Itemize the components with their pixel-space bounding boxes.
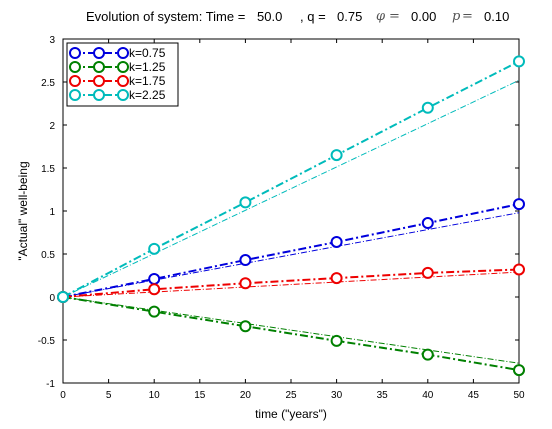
x-tick-label: 0: [60, 390, 66, 401]
x-tick-label: 50: [513, 390, 525, 401]
data-point-k-2-25: [57, 291, 69, 303]
data-point-k-1-25: [330, 334, 343, 347]
title-prefix: Evolution of system: Time =: [86, 9, 246, 24]
x-tick-label: 15: [194, 390, 206, 401]
time-value: 50.0: [257, 9, 283, 24]
p-equals: =: [462, 9, 473, 24]
p-symbol: p: [452, 9, 461, 24]
data-point-k-1-75: [421, 266, 434, 279]
data-point-k-2-25: [239, 196, 252, 209]
p-value: 0.10: [484, 9, 510, 24]
legend-marker-k-1-25: [69, 61, 81, 73]
y-tick-label: 0.5: [41, 250, 55, 261]
y-axis-label: "Actual" well-being: [16, 161, 30, 260]
legend-marker-k-1-25: [117, 61, 129, 73]
x-tick-label: 40: [422, 390, 434, 401]
data-point-k-1-25: [421, 348, 434, 361]
q-label: , q =: [300, 9, 326, 24]
x-tick-label: 35: [377, 390, 389, 401]
series-line-k-1-75: [62, 268, 520, 298]
y-tick-label: 1.5: [41, 164, 55, 175]
q-value: 0.75: [337, 9, 363, 24]
legend-marker-k-1-75: [69, 75, 81, 87]
y-tick-label: 2.5: [41, 78, 55, 89]
phi-equals: =: [389, 9, 400, 24]
data-point-k-1-25: [148, 305, 161, 318]
legend-marker-k-2-25: [93, 89, 105, 101]
legend-label-k-1-25: k=1.25: [129, 60, 166, 74]
y-tick-label: -1: [46, 379, 55, 390]
axes: 0 5 10 15 20 25 30 35 40 45 50 -1 -0.5 0 0.5 1 1.5 2 2.5 3: [38, 35, 525, 401]
data-point-k-2-25: [513, 55, 525, 68]
y-tick-label: 3: [49, 35, 55, 46]
trend-line-k-2-25: [62, 79, 520, 298]
chart-title: Evolution of system: Time = 50.0 , q = 0…: [0, 9, 552, 29]
trend-line-k-1-75: [62, 271, 520, 298]
y-tick-label: -0.5: [38, 336, 56, 347]
series-line-k-2-25: [62, 60, 520, 298]
data-point-k-0-75: [330, 235, 343, 248]
legend-marker-k-0-75: [93, 47, 105, 59]
legend-marker-k-2-25: [69, 89, 81, 101]
data-point-k-0-75: [513, 198, 525, 211]
legend-label-k-1-75: k=1.75: [129, 74, 166, 88]
x-tick-label: 30: [331, 390, 343, 401]
data-point-k-1-75: [239, 277, 252, 290]
legend-marker-k-0-75: [117, 47, 129, 59]
legend-marker-k-0-75: [69, 47, 81, 59]
y-tick-label: 2: [49, 121, 55, 132]
trend-lines: [62, 79, 520, 364]
legend-label-k-0-75: k=0.75: [129, 46, 166, 60]
data-point-k-1-25: [513, 364, 525, 377]
data-point-k-2-25: [421, 101, 434, 114]
x-tick-label: 10: [149, 390, 161, 401]
x-axis-label: time ("years"): [255, 407, 327, 421]
data-point-k-2-25: [330, 149, 343, 162]
data-point-k-1-25: [239, 320, 252, 333]
x-tick-label: 5: [106, 390, 112, 401]
legend-marker-k-1-75: [93, 75, 105, 87]
y-tick-label: 0: [49, 293, 55, 304]
data-point-k-0-75: [239, 254, 252, 267]
data-point-k-0-75: [421, 217, 434, 230]
legend-marker-k-1-75: [117, 75, 129, 87]
data-point-k-2-25: [148, 242, 161, 255]
x-tick-label: 20: [240, 390, 252, 401]
series-lines: [57, 55, 525, 377]
data-point-k-1-75: [330, 272, 343, 285]
data-point-k-1-75: [148, 283, 161, 296]
legend-marker-k-1-25: [93, 61, 105, 73]
legend: k=0.75k=1.25k=1.75k=2.25: [66, 42, 179, 107]
x-tick-label: 25: [285, 390, 297, 401]
data-point-k-1-75: [513, 263, 525, 276]
y-tick-label: 1: [49, 207, 55, 218]
phi-value: 0.00: [411, 9, 437, 24]
x-tick-label: 45: [468, 390, 480, 401]
legend-label-k-2-25: k=2.25: [129, 88, 166, 102]
series-line-k-1-25: [62, 296, 520, 372]
trend-line-k-1-25: [62, 296, 520, 364]
legend-marker-k-2-25: [117, 89, 129, 101]
series-line-k-0-75: [62, 203, 520, 298]
data-point-k-0-75: [148, 272, 161, 285]
trend-line-k-0-75: [62, 212, 520, 298]
phi-symbol: φ: [376, 9, 386, 24]
